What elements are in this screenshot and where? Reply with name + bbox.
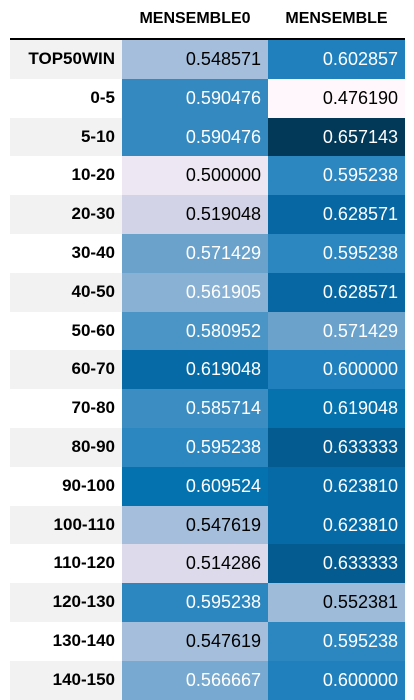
heatmap-cell: 0.623810 bbox=[268, 466, 405, 507]
row-label: 5-10 bbox=[80, 126, 115, 146]
row-label: 30-40 bbox=[71, 243, 115, 262]
heatmap-cell: 0.548571 bbox=[122, 40, 268, 80]
heatmap-cell: 0.561905 bbox=[122, 272, 268, 313]
column-header: MENSEMBLE bbox=[285, 10, 388, 27]
heatmap-cell: 0.602857 bbox=[268, 40, 405, 80]
heatmap-cell: 0.619048 bbox=[122, 350, 268, 390]
heatmap-cell: 0.628571 bbox=[268, 195, 405, 235]
heatmap-cell: 0.476190 bbox=[268, 78, 405, 119]
heatmap-cell: 0.628571 bbox=[268, 272, 405, 313]
row-label: 70-80 bbox=[71, 398, 115, 418]
row-label: 40-50 bbox=[71, 281, 115, 301]
heatmap-cell: 0.519048 bbox=[122, 195, 268, 235]
row-stripe bbox=[10, 40, 122, 79]
heatmap-cell: 0.571429 bbox=[268, 311, 405, 351]
heatmap-cell: 0.600000 bbox=[268, 660, 405, 700]
heatmap-cell: 0.580952 bbox=[122, 311, 268, 351]
row-label: 50-60 bbox=[71, 320, 115, 340]
row-label: TOP50WIN bbox=[28, 49, 115, 68]
row-stripe bbox=[10, 272, 122, 312]
row-label: 90-100 bbox=[62, 475, 115, 495]
row-label: 110-120 bbox=[53, 553, 115, 573]
heatmap-cell: 0.590476 bbox=[122, 78, 268, 119]
column-header: MENSEMBLE0 bbox=[139, 10, 251, 27]
row-label: 140-150 bbox=[52, 669, 115, 689]
row-label: 60-70 bbox=[71, 359, 115, 379]
row-label: 20-30 bbox=[71, 204, 115, 224]
heatmap-cell: 0.623810 bbox=[268, 505, 405, 545]
heatmap-cell: 0.590476 bbox=[122, 117, 268, 157]
heatmap-cell: 0.585714 bbox=[122, 389, 268, 429]
heatmap-cell: 0.571429 bbox=[122, 234, 268, 274]
heatmap-cell: 0.547619 bbox=[122, 505, 268, 545]
header-rule bbox=[10, 38, 405, 40]
row-label: 100-110 bbox=[53, 514, 115, 534]
row-label: 80-90 bbox=[71, 437, 115, 456]
row-stripe bbox=[10, 505, 122, 545]
heatmap-cell: 0.619048 bbox=[268, 389, 405, 429]
heatmap-cell: 0.595238 bbox=[268, 622, 405, 662]
row-label: 130-140 bbox=[52, 631, 115, 650]
heatmap-cell: 0.595238 bbox=[122, 428, 268, 468]
heatmap-cell: 0.595238 bbox=[268, 234, 405, 274]
heatmap-cell: 0.547619 bbox=[122, 622, 268, 662]
row-label: 10-20 bbox=[71, 165, 115, 185]
heatmap-cell: 0.633333 bbox=[268, 428, 405, 468]
heatmap-cell: 0.595238 bbox=[122, 583, 268, 623]
row-stripe bbox=[10, 350, 122, 390]
row-stripe bbox=[10, 117, 122, 157]
row-stripe bbox=[10, 583, 122, 622]
heatmap-cell: 0.657143 bbox=[268, 117, 405, 157]
heatmap-cell: 0.595238 bbox=[268, 156, 405, 196]
heatmap-cell: 0.514286 bbox=[122, 544, 268, 584]
heatmap-cell: 0.609524 bbox=[122, 466, 268, 507]
row-stripe bbox=[10, 428, 122, 467]
heatmap-cell: 0.633333 bbox=[268, 544, 405, 584]
heatmap-cell: 0.600000 bbox=[268, 350, 405, 390]
row-stripe bbox=[10, 195, 122, 234]
row-label: 0-5 bbox=[90, 87, 115, 107]
heatmap-cell: 0.500000 bbox=[122, 156, 268, 196]
heatmap-cell: 0.552381 bbox=[268, 583, 405, 623]
row-label: 120-130 bbox=[52, 592, 115, 612]
row-stripe bbox=[10, 660, 122, 700]
heatmap-cell: 0.566667 bbox=[122, 660, 268, 700]
